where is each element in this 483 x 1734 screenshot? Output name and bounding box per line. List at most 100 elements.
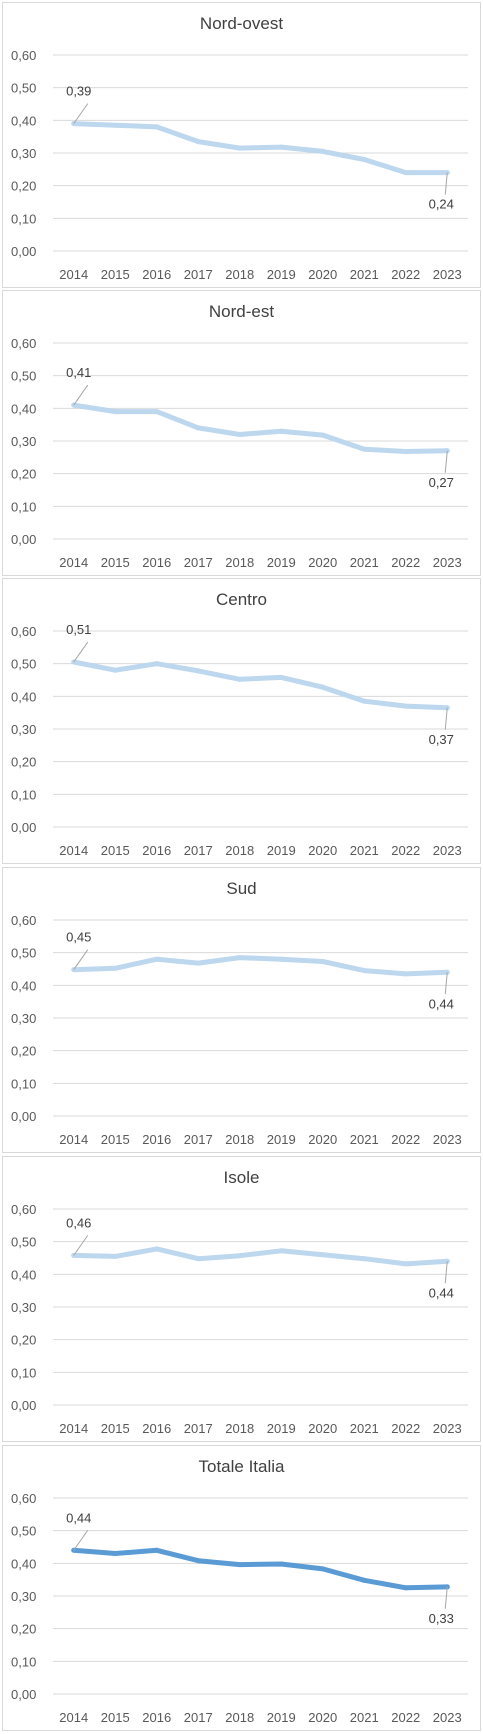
- data-point: [278, 428, 284, 434]
- x-tick-label: 2021: [350, 555, 379, 570]
- y-tick-label: 0,00: [11, 820, 36, 835]
- y-tick-label: 0,30: [11, 434, 36, 449]
- x-tick-label: 2016: [142, 267, 171, 282]
- x-tick-label: 2018: [225, 555, 254, 570]
- chart-title: Nord-ovest: [200, 14, 283, 33]
- leader-line: [73, 103, 89, 124]
- x-tick-label: 2023: [433, 267, 462, 282]
- x-tick-label: 2016: [142, 1132, 171, 1147]
- x-tick-label: 2019: [267, 555, 296, 570]
- data-point: [444, 1584, 450, 1590]
- y-tick-label: 0,30: [11, 1589, 36, 1604]
- y-tick-label: 0,30: [11, 1300, 36, 1315]
- x-tick-label: 2021: [350, 1132, 379, 1147]
- data-point: [112, 1551, 118, 1557]
- x-tick-label: 2014: [59, 1132, 88, 1147]
- chart-title: Nord-est: [209, 302, 274, 321]
- data-point: [403, 1261, 409, 1267]
- x-tick-label: 2022: [391, 555, 420, 570]
- data-point: [278, 1561, 284, 1567]
- y-tick-label: 0,10: [11, 1365, 36, 1380]
- x-tick-label: 2014: [59, 1421, 88, 1436]
- y-tick-label: 0,20: [11, 179, 36, 194]
- data-label: 0,41: [66, 365, 91, 380]
- data-point: [237, 1562, 243, 1568]
- y-tick-label: 0,50: [11, 657, 36, 672]
- data-point: [237, 676, 243, 682]
- x-tick-label: 2018: [225, 1421, 254, 1436]
- x-tick-label: 2016: [142, 555, 171, 570]
- leader-line: [444, 1261, 448, 1284]
- x-tick-label: 2016: [142, 843, 171, 858]
- y-tick-label: 0,40: [11, 401, 36, 416]
- data-label: 0,44: [429, 996, 454, 1011]
- x-tick-label: 2020: [308, 843, 337, 858]
- x-tick-label: 2020: [308, 1421, 337, 1436]
- leader-line: [73, 641, 89, 663]
- y-tick-label: 0,50: [11, 369, 36, 384]
- series-line: [71, 955, 450, 977]
- x-tick-label: 2018: [225, 1132, 254, 1147]
- data-point: [403, 703, 409, 709]
- y-tick-label: 0,00: [11, 532, 36, 547]
- data-point: [278, 144, 284, 150]
- x-tick-label: 2015: [101, 1710, 130, 1725]
- data-point: [403, 1585, 409, 1591]
- data-point: [237, 955, 243, 961]
- data-point: [278, 1248, 284, 1254]
- data-point: [154, 956, 160, 962]
- data-point: [195, 139, 201, 145]
- x-tick-label: 2015: [101, 267, 130, 282]
- data-point: [403, 971, 409, 977]
- y-tick-label: 0,40: [11, 113, 36, 128]
- x-tick-label: 2022: [391, 843, 420, 858]
- data-point: [195, 425, 201, 431]
- x-tick-label: 2017: [184, 1710, 213, 1725]
- chart-title: Centro: [216, 590, 267, 609]
- x-tick-label: 2021: [350, 843, 379, 858]
- x-tick-label: 2017: [184, 555, 213, 570]
- x-tick-label: 2020: [308, 555, 337, 570]
- leader-line: [73, 1529, 89, 1551]
- data-point: [320, 1566, 326, 1572]
- data-label: 0,51: [66, 622, 91, 637]
- x-tick-label: 2020: [308, 267, 337, 282]
- y-tick-label: 0,10: [11, 211, 36, 226]
- y-tick-label: 0,60: [11, 1491, 36, 1506]
- y-tick-label: 0,00: [11, 244, 36, 259]
- chart-panel-5: Totale Italia 0,00 0,10 0,20 0,30 0,40 0,50 0,6…: [2, 1445, 481, 1731]
- data-point: [403, 448, 409, 454]
- data-point: [112, 409, 118, 415]
- y-tick-label: 0,60: [11, 624, 36, 639]
- x-tick-label: 2023: [433, 555, 462, 570]
- y-tick-label: 0,20: [11, 1622, 36, 1637]
- x-tick-label: 2022: [391, 1132, 420, 1147]
- y-tick-label: 0,50: [11, 81, 36, 96]
- chart-panel-4: Isole 0,00 0,10 0,20 0,30 0,40 0,50 0,60 2014 201…: [2, 1156, 481, 1442]
- series-line: [71, 1246, 450, 1267]
- x-tick-label: 2020: [308, 1132, 337, 1147]
- chart-title: Sud: [226, 879, 256, 898]
- y-tick-label: 0,00: [11, 1398, 36, 1413]
- y-tick-label: 0,50: [11, 1235, 36, 1250]
- x-tick-label: 2017: [184, 1132, 213, 1147]
- y-tick-label: 0,40: [11, 1267, 36, 1282]
- x-tick-label: 2016: [142, 1710, 171, 1725]
- data-point: [154, 1246, 160, 1252]
- data-point: [195, 960, 201, 966]
- line-chart: Isole 0,00 0,10 0,20 0,30 0,40 0,50 0,60 2014 201…: [11, 1168, 468, 1436]
- chart-panel-3: Sud 0,00 0,10 0,20 0,30 0,40 0,50 0,60 2014 2015 2…: [2, 867, 481, 1153]
- y-tick-label: 0,20: [11, 467, 36, 482]
- x-tick-label: 2018: [225, 267, 254, 282]
- x-tick-label: 2017: [184, 843, 213, 858]
- y-tick-label: 0,30: [11, 722, 36, 737]
- x-tick-label: 2019: [267, 1710, 296, 1725]
- y-tick-label: 0,40: [11, 1556, 36, 1571]
- x-tick-label: 2014: [59, 555, 88, 570]
- data-point: [320, 432, 326, 438]
- y-tick-label: 0,10: [11, 787, 36, 802]
- x-tick-label: 2017: [184, 267, 213, 282]
- data-point: [278, 956, 284, 962]
- data-point: [320, 684, 326, 690]
- data-point: [403, 170, 409, 176]
